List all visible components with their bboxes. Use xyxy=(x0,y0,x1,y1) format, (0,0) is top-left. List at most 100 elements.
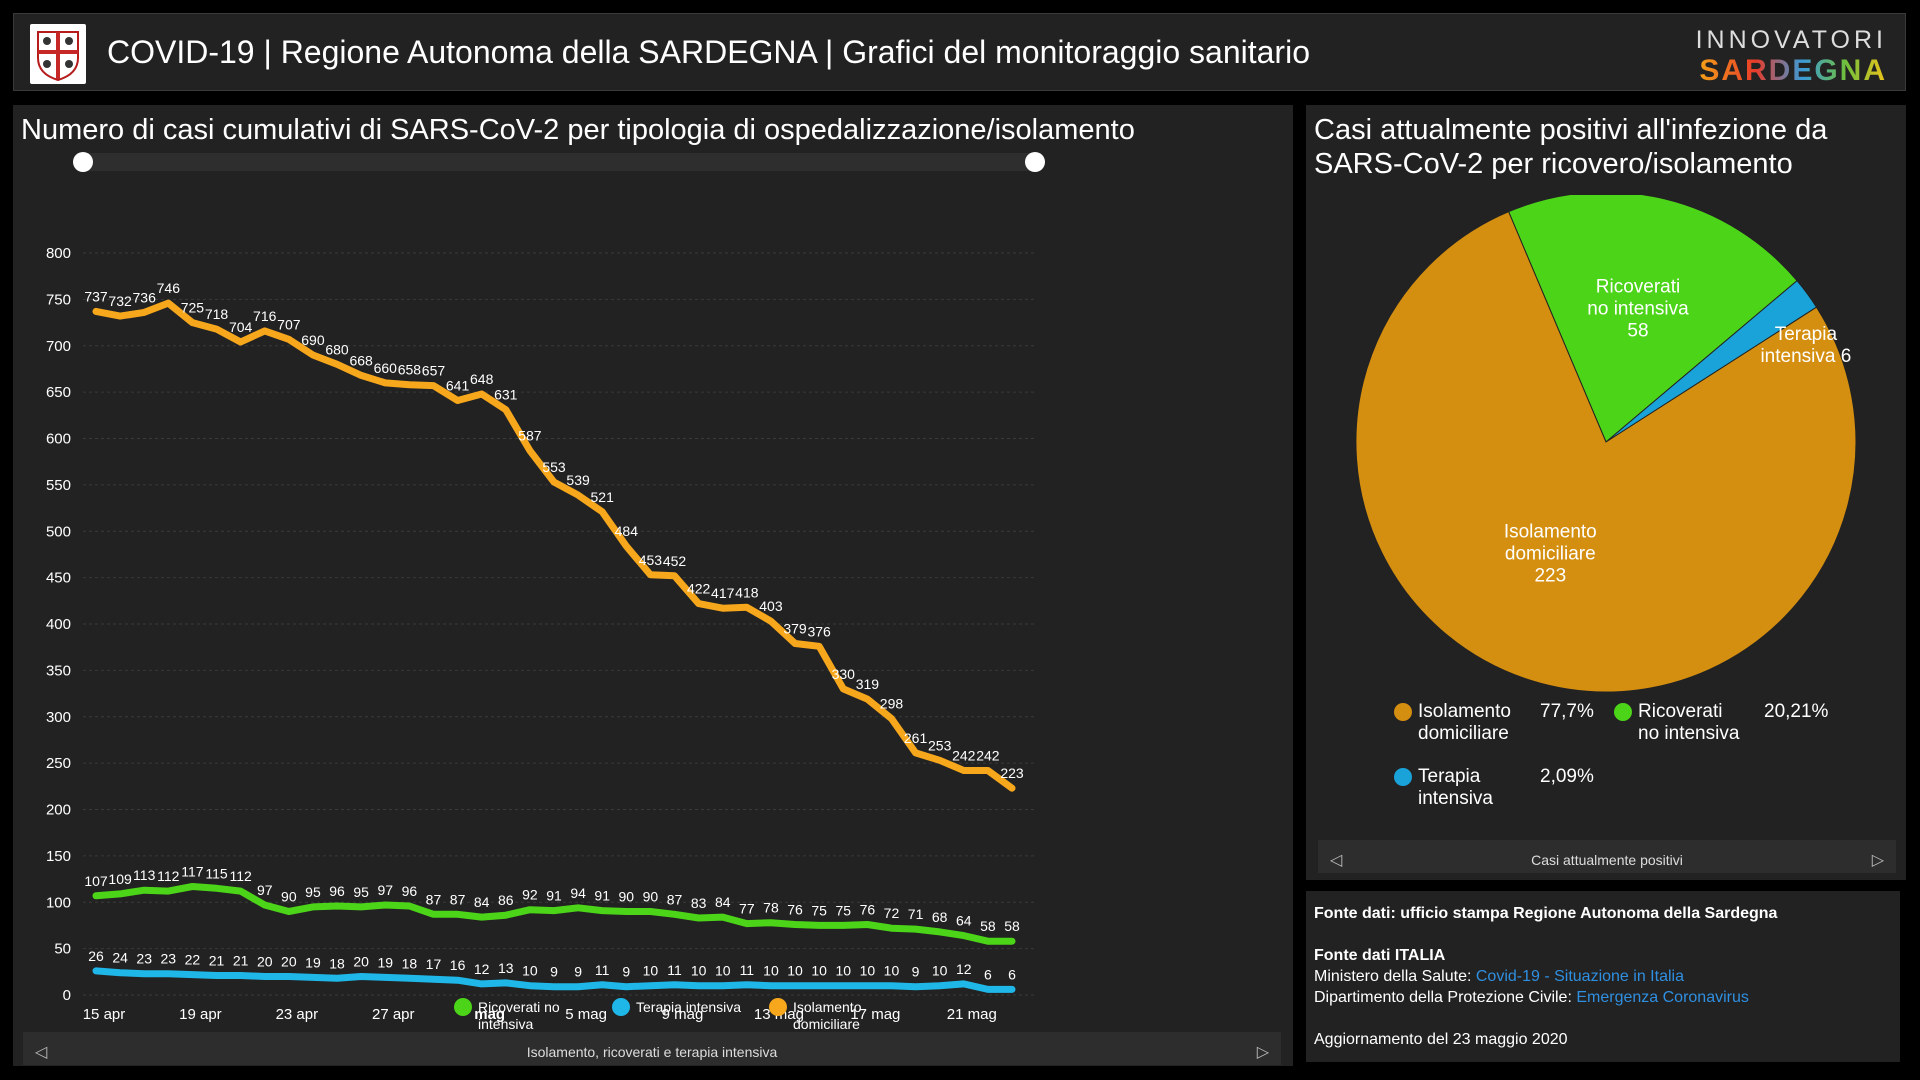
y-tick-label: 250 xyxy=(46,755,71,772)
data-label-ricoverati: 95 xyxy=(353,884,369,900)
protezione-civile-link[interactable]: Emergenza Coronavirus xyxy=(1576,989,1749,1006)
slider-handle-right xyxy=(1025,152,1045,172)
data-label-terapia: 6 xyxy=(984,966,992,982)
data-label-isolamento: 253 xyxy=(928,737,952,753)
data-label-isolamento: 242 xyxy=(976,748,1000,764)
data-label-terapia: 18 xyxy=(402,955,418,971)
legend-label-line1: Terapia xyxy=(1418,766,1481,787)
data-label-isolamento: 732 xyxy=(108,293,132,309)
source-regional: Fonte dati: ufficio stampa Regione Auton… xyxy=(1314,905,1778,922)
prev-chart-arrow-icon[interactable]: ◁ xyxy=(1330,852,1343,869)
data-label-ricoverati: 109 xyxy=(108,871,132,887)
y-tick-label: 400 xyxy=(46,616,71,633)
data-label-ricoverati: 86 xyxy=(498,892,514,908)
data-label-terapia: 10 xyxy=(643,963,659,979)
data-label-ricoverati: 84 xyxy=(474,894,490,910)
y-tick-label: 50 xyxy=(54,941,71,958)
data-label-isolamento: 648 xyxy=(470,371,494,387)
y-tick-label: 100 xyxy=(46,894,71,911)
y-tick-label: 800 xyxy=(46,245,71,262)
data-label-terapia: 20 xyxy=(257,953,273,969)
data-label-ricoverati: 90 xyxy=(281,889,297,905)
data-label-isolamento: 452 xyxy=(663,553,687,569)
data-label-terapia: 18 xyxy=(329,955,345,971)
data-label-terapia: 22 xyxy=(185,952,201,968)
data-label-isolamento: 242 xyxy=(952,748,976,764)
legend-label-line2: domiciliare xyxy=(1418,723,1509,744)
pie-chart-footer-label: Casi attualmente positivi xyxy=(1531,852,1683,868)
pie-label-ricoverati: no intensiva xyxy=(1587,298,1689,319)
pie-chart-footer: ◁ Casi attualmente positivi ▷ xyxy=(1318,840,1896,873)
data-label-terapia: 10 xyxy=(787,963,803,979)
pie-slice-ricoverati xyxy=(1507,195,1798,443)
data-label-ricoverati: 78 xyxy=(763,900,779,916)
data-label-ricoverati: 91 xyxy=(594,888,610,904)
legend-label: Terapia intensiva xyxy=(636,999,741,1015)
data-label-ricoverati: 113 xyxy=(133,867,156,883)
data-label-terapia: 11 xyxy=(595,962,610,978)
data-label-terapia: 12 xyxy=(474,961,490,977)
data-label-terapia: 10 xyxy=(522,963,538,979)
data-label-terapia: 11 xyxy=(740,962,755,978)
x-tick-label: 15 apr xyxy=(83,1006,126,1023)
data-label-isolamento: 418 xyxy=(735,584,759,600)
legend-swatch-isolamento xyxy=(1394,703,1412,721)
x-tick-label: 21 mag xyxy=(947,1006,997,1023)
data-label-isolamento: 707 xyxy=(277,316,301,332)
data-label-ricoverati: 92 xyxy=(522,887,538,903)
time-range-slider[interactable] xyxy=(73,152,1045,172)
data-label-ricoverati: 87 xyxy=(667,891,683,907)
data-label-ricoverati: 115 xyxy=(205,865,228,881)
line-chart-panel: Numero di casi cumulativi di SARS-CoV-2 … xyxy=(13,105,1293,1066)
data-label-ricoverati: 97 xyxy=(257,882,273,898)
data-label-terapia: 9 xyxy=(550,964,558,980)
data-label-isolamento: 725 xyxy=(181,300,205,316)
data-label-terapia: 10 xyxy=(691,963,707,979)
data-label-ricoverati: 58 xyxy=(980,918,996,934)
y-tick-label: 700 xyxy=(46,338,71,355)
data-label-terapia: 23 xyxy=(136,951,152,967)
data-label-isolamento: 641 xyxy=(446,377,470,393)
x-tick-label: 23 apr xyxy=(276,1006,319,1023)
data-label-ricoverati: 90 xyxy=(619,889,635,905)
data-label-ricoverati: 90 xyxy=(643,889,659,905)
pie-chart-title-line2: SARS-CoV-2 per ricovero/isolamento xyxy=(1314,148,1793,180)
data-label-ricoverati: 117 xyxy=(181,863,204,879)
y-tick-label: 0 xyxy=(63,987,71,1004)
data-label-ricoverati: 75 xyxy=(835,902,851,918)
line-chart-footer-label: Isolamento, ricoverati e terapia intensi… xyxy=(526,1044,778,1060)
data-label-isolamento: 736 xyxy=(133,289,157,305)
ministry-link[interactable]: Covid-19 - Situazione in Italia xyxy=(1475,968,1684,985)
prev-chart-arrow-icon[interactable]: ◁ xyxy=(35,1044,48,1061)
series-line-isolamento xyxy=(92,299,1016,792)
data-label-terapia: 26 xyxy=(88,948,104,964)
data-label-ricoverati: 84 xyxy=(715,894,731,910)
data-label-ricoverati: 91 xyxy=(546,888,562,904)
data-label-isolamento: 660 xyxy=(374,360,398,376)
data-label-ricoverati: 58 xyxy=(1004,918,1020,934)
legend-label-line2: domiciliare xyxy=(793,1016,860,1032)
data-label-isolamento: 330 xyxy=(832,666,856,682)
next-chart-arrow-icon[interactable]: ▷ xyxy=(1256,1044,1269,1061)
series-line-ricoverati xyxy=(92,883,1016,945)
data-label-isolamento: 403 xyxy=(759,598,783,614)
data-label-isolamento: 553 xyxy=(542,459,566,475)
data-label-ricoverati: 77 xyxy=(739,901,755,917)
data-label-isolamento: 718 xyxy=(205,306,229,322)
y-tick-label: 450 xyxy=(46,570,71,587)
legend-item-terapia[interactable]: Terapia intensiva xyxy=(612,998,741,1016)
data-label-terapia: 10 xyxy=(932,963,948,979)
next-chart-arrow-icon[interactable]: ▷ xyxy=(1871,852,1884,869)
slider-track xyxy=(83,153,1035,171)
data-label-isolamento: 587 xyxy=(518,428,542,444)
legend-label-line2: intensiva xyxy=(1418,788,1493,809)
data-label-isolamento: 704 xyxy=(229,319,253,335)
data-label-isolamento: 716 xyxy=(253,308,277,324)
data-label-terapia: 10 xyxy=(884,963,900,979)
sources-panel: Fonte dati: ufficio stampa Regione Auton… xyxy=(1306,891,1900,1062)
data-label-terapia: 13 xyxy=(498,960,514,976)
data-label-terapia: 17 xyxy=(426,956,442,972)
pie-label-terapia: intensiva 6 xyxy=(1760,346,1851,367)
